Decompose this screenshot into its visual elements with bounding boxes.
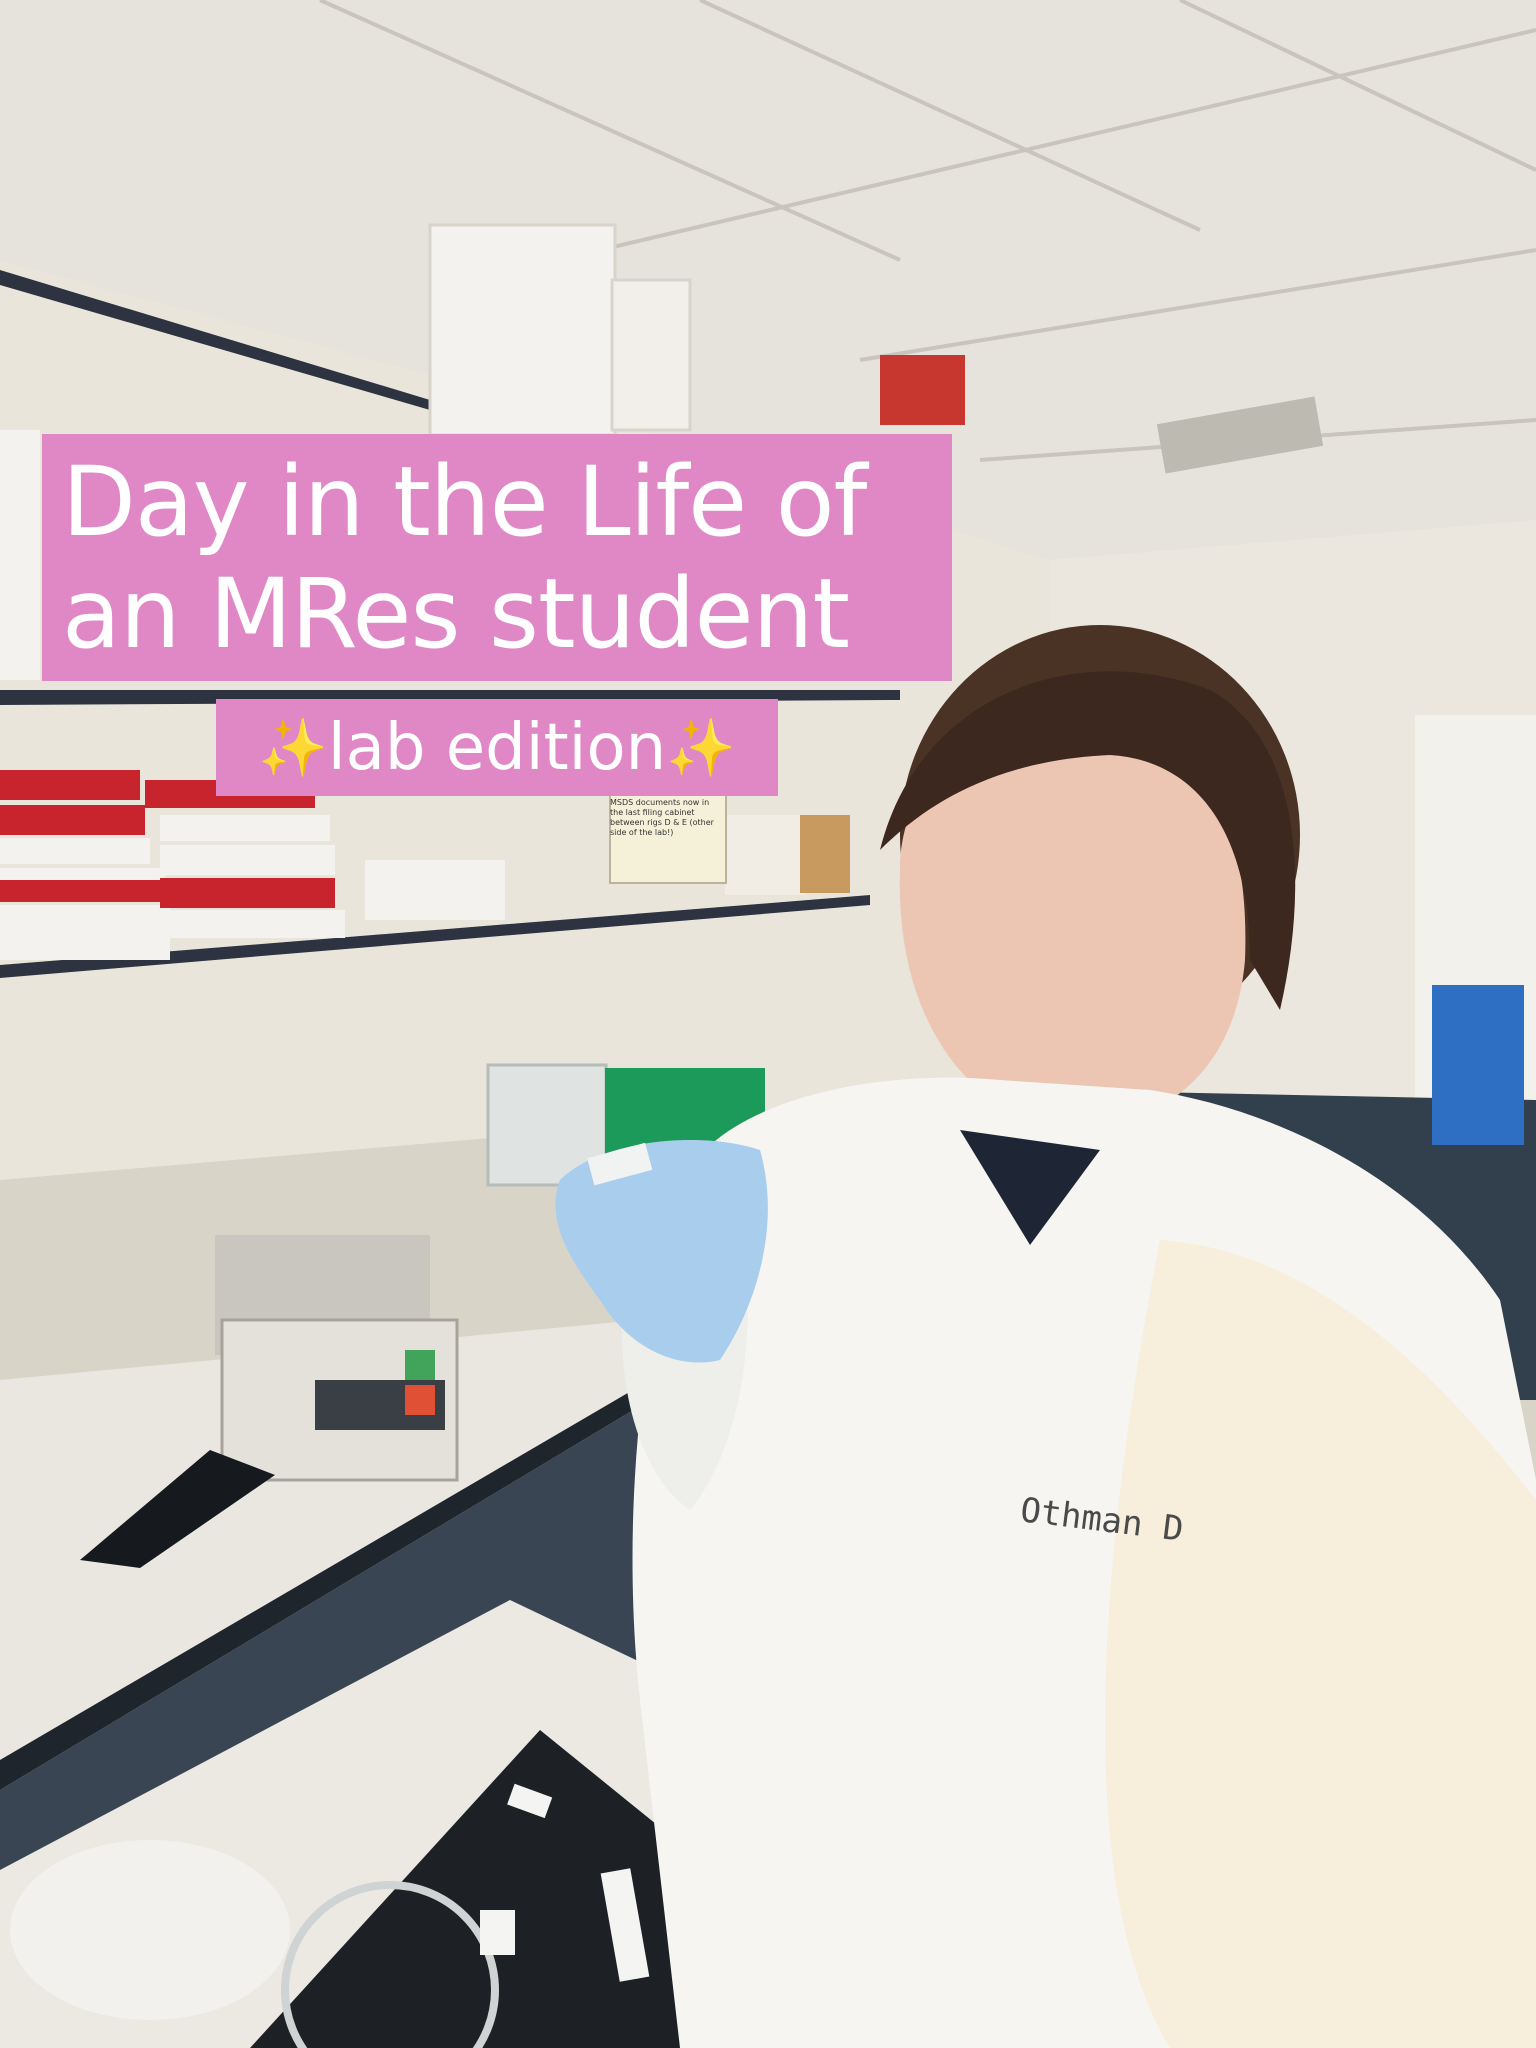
- sparkle-icon-left: ✨: [258, 715, 328, 781]
- title-line-1: Day in the Life of: [62, 446, 867, 558]
- sparkle-icon-right: ✨: [666, 715, 736, 781]
- title-overlay: Day in the Life of an MRes student: [42, 434, 952, 681]
- subtitle-overlay: ✨ lab edition ✨: [216, 699, 778, 796]
- subtitle-text: lab edition: [327, 710, 667, 785]
- title-line-2: an MRes student: [62, 558, 850, 670]
- shelf-notice: MSDS documents now in the last filing ca…: [610, 798, 714, 837]
